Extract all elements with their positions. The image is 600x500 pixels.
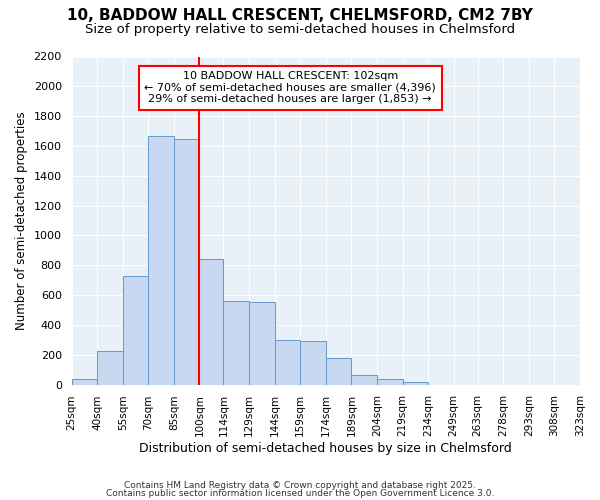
Bar: [223, 301, 249, 384]
Text: Contains HM Land Registry data © Crown copyright and database right 2025.: Contains HM Land Registry data © Crown c…: [124, 481, 476, 490]
Bar: [174, 138, 199, 384]
X-axis label: Distribution of semi-detached houses by size in Chelmsford: Distribution of semi-detached houses by …: [139, 442, 512, 455]
Bar: [377, 380, 403, 384]
Bar: [352, 375, 377, 384]
Bar: [403, 382, 428, 384]
Bar: [123, 276, 148, 384]
Bar: [300, 340, 326, 384]
Bar: [326, 358, 352, 384]
Bar: [199, 260, 223, 384]
Text: Contains public sector information licensed under the Open Government Licence 3.: Contains public sector information licen…: [106, 488, 494, 498]
Bar: [71, 378, 97, 384]
Bar: [97, 351, 123, 384]
Text: 10 BADDOW HALL CRESCENT: 102sqm
← 70% of semi-detached houses are smaller (4,396: 10 BADDOW HALL CRESCENT: 102sqm ← 70% of…: [144, 72, 436, 104]
Text: Size of property relative to semi-detached houses in Chelmsford: Size of property relative to semi-detach…: [85, 22, 515, 36]
Text: 10, BADDOW HALL CRESCENT, CHELMSFORD, CM2 7BY: 10, BADDOW HALL CRESCENT, CHELMSFORD, CM…: [67, 8, 533, 22]
Bar: [275, 340, 300, 384]
Y-axis label: Number of semi-detached properties: Number of semi-detached properties: [15, 111, 28, 330]
Bar: [249, 302, 275, 384]
Bar: [148, 136, 174, 384]
